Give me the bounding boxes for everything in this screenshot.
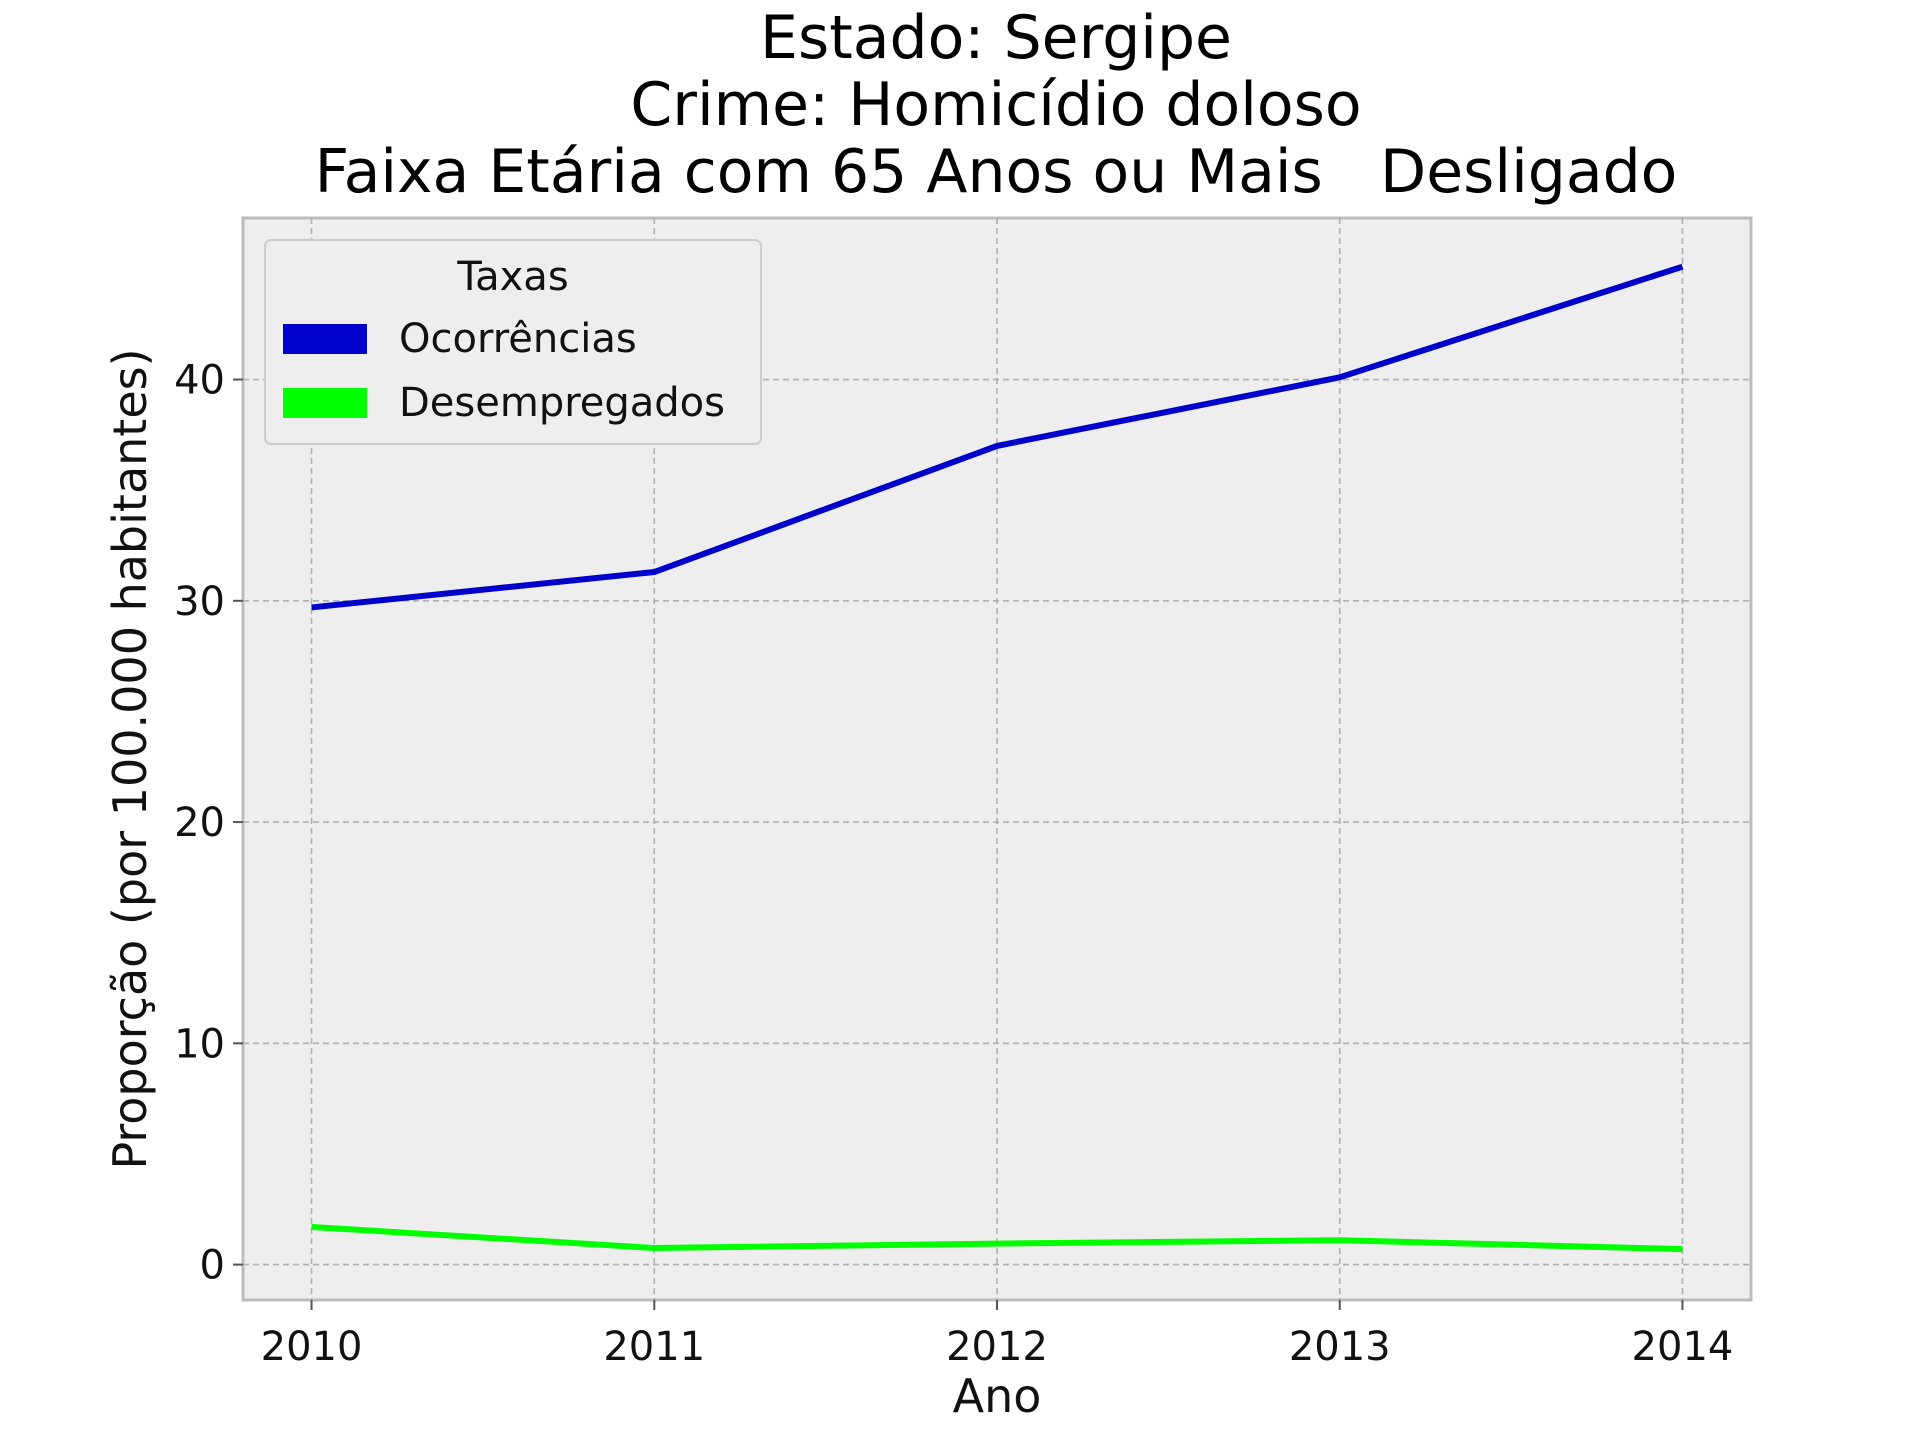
legend-title: Taxas [456, 254, 568, 300]
legend-swatch-ocorrencias [283, 324, 367, 354]
series-lines [311, 263, 1684, 1253]
legend-box [264, 239, 762, 445]
y-tick-label: 10 [174, 1021, 225, 1067]
x-tick-label: 2014 [1632, 1324, 1734, 1370]
y-tick-label: 20 [174, 800, 225, 846]
x-tick-label: 2013 [1289, 1324, 1391, 1370]
x-axis-label: Ano [953, 1369, 1042, 1423]
y-tick-label: 0 [200, 1243, 225, 1289]
legend-label-ocorrencias: Ocorrências [399, 316, 637, 362]
y-axis-label: Proporção (por 100.000 habitantes) [103, 348, 157, 1169]
chart-subtitle-line-1: Crime: Homicídio doloso [630, 70, 1361, 140]
chart-subtitle-line-2: Faixa Etária com 65 Anos ou Mais Desliga… [315, 137, 1678, 207]
x-tick-label: 2011 [603, 1324, 705, 1370]
x-tick-label: 2010 [261, 1324, 363, 1370]
legend-label-desempregados: Desempregados [399, 380, 725, 426]
series-line-desempregados [311, 1223, 1683, 1253]
y-tick-label: 30 [174, 579, 225, 625]
y-tick-label: 40 [174, 358, 225, 404]
series-line-ocorrencias [311, 263, 1684, 611]
x-tick-label: 2012 [946, 1324, 1048, 1370]
legend: Taxas Ocorrências Desempregados [264, 239, 762, 445]
axis-ticks: 2010 2011 2012 2013 2014 0 10 20 30 40 [174, 358, 1733, 1370]
legend-swatch-desempregados [283, 388, 367, 418]
chart-title: Estado: Sergipe [760, 3, 1232, 73]
